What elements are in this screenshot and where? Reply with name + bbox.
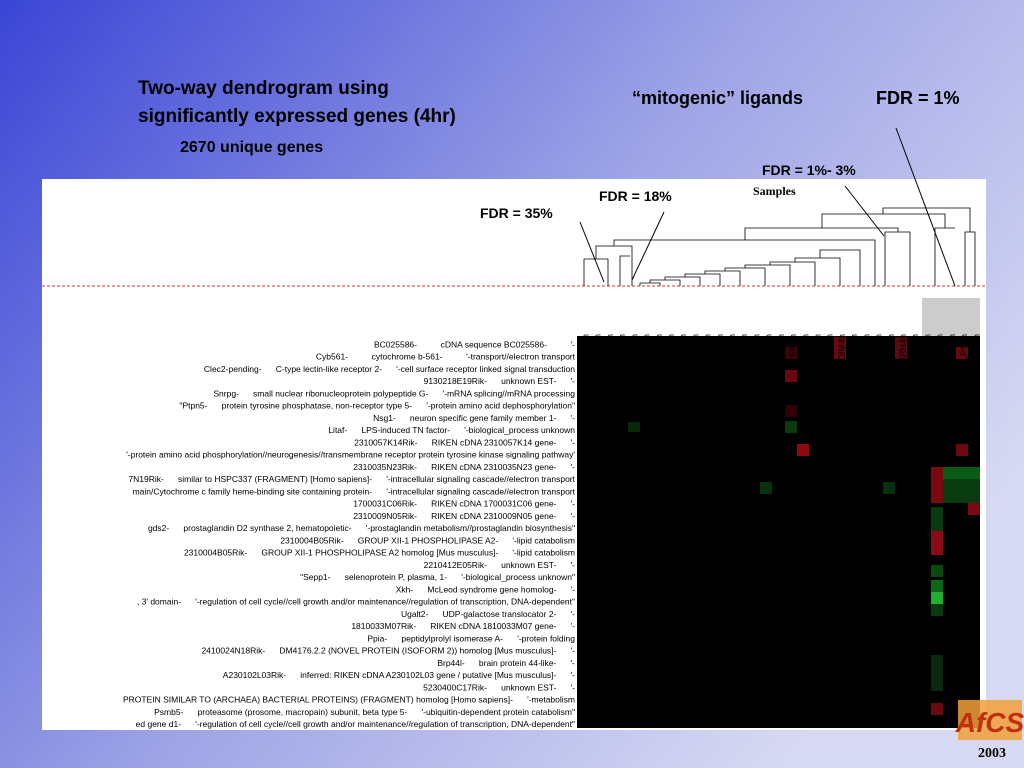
subtitle: 2670 unique genes	[180, 139, 323, 156]
gene-label: "Ptpn5- protein tyrosine phosphatase, no…	[179, 401, 575, 411]
gene-label: 2310004B05Rik- GROUP XII-1 PHOSPHOLIPASE…	[184, 548, 575, 558]
gene-labels: BC025586- cDNA sequence BC025586- '- Cyb5…	[123, 339, 576, 729]
sample-label: PAF4h	[874, 334, 884, 361]
sample-label: M3A4h	[593, 334, 603, 363]
gene-label: Xkh- McLeod syndrome gene homolog- '-	[396, 584, 575, 594]
sample-label: CPG4h	[922, 334, 932, 364]
sample-label: I104h	[727, 334, 737, 357]
gene-label: Ugalt2- UDP-galactose translocator 2- '-	[401, 609, 575, 619]
sample-label: CGS4h	[886, 334, 896, 364]
gene-label: Snrpg- small nuclear ribonucleoprotein p…	[213, 388, 575, 398]
gene-label: main/Cytochrome c family heme-binding si…	[133, 486, 576, 496]
sample-label: NPY4h	[617, 334, 627, 363]
sample-label: IFB4h	[910, 334, 920, 358]
gene-label: 2310057K14Rik- RIKEN cDNA 2310057K14 gen…	[354, 437, 575, 447]
gene-label: 2310009N05Rik- RIKEN cDNA 2310009N05 gen…	[353, 511, 575, 521]
annotation: FDR = 1%- 3%	[762, 162, 856, 178]
title-line: Two-way dendrogram using	[138, 78, 389, 99]
annotation: FDR = 35%	[480, 205, 553, 221]
gene-label: ed gene d1- '-regulation of cell cycle//…	[136, 719, 575, 729]
gene-label: Psmb5- proteasome (prosome, macropain) s…	[154, 707, 575, 717]
heatmap-cells	[628, 337, 980, 715]
gene-label: 7N19Rik- similar to HSPC337 (FRAGMENT) […	[128, 474, 575, 484]
gene-label: gds2- prostaglandin D2 synthase 2, hemat…	[148, 523, 575, 533]
gene-label: Brp44l- brain protein 44-like- '-	[437, 658, 575, 668]
sample-label: IGF4h	[825, 334, 835, 359]
gene-label: Clec2-pending- C-type lectin-like recept…	[204, 364, 575, 374]
sample-label: I104h	[935, 334, 945, 357]
gene-label: "Sepp1- selenoprotein P, plasma, 1- '-bi…	[300, 572, 575, 582]
annotation: FDR = 1%	[876, 88, 960, 108]
sample-label: BOM4h	[605, 334, 615, 365]
sample-label: 70L4h	[861, 334, 871, 359]
sample-label: ELC4h	[800, 334, 810, 362]
samples-label: Samples	[753, 184, 796, 198]
sample-label: TER4h	[788, 334, 798, 362]
gene-label: 2310004B05Rik- GROUP XII-1 PHOSPHOLIPASE…	[280, 535, 575, 545]
annotation: “mitogenic” ligands	[632, 88, 803, 108]
sample-label: FML4h	[813, 334, 823, 362]
gene-label: A230102L03Rik- inferred: RIKEN cDNA A230…	[223, 670, 575, 680]
gene-label: 9130218E19Rik- unknown EST- '-	[424, 376, 576, 386]
gene-label: 2410024N18Rik- DM4176.2.2 (NOVEL PROTEIN…	[201, 646, 575, 656]
sample-label: NEB4h	[703, 334, 713, 363]
dendrogram	[583, 207, 976, 286]
sample-label: NGF4h	[715, 334, 725, 363]
sample-label: LB44h	[751, 334, 761, 360]
gene-label: 2210412E05Rik- unknown EST- '-	[424, 560, 576, 570]
sample-label: LPA4h	[849, 334, 859, 360]
logo: AfCS	[955, 700, 1024, 740]
gene-label: 1700031C06Rik- RIKEN cDNA 1700031C06 gen…	[353, 499, 575, 509]
sample-label: IFG4h	[654, 334, 664, 359]
sample-label: PGE4h	[764, 334, 774, 363]
sample-label: SLC4h	[642, 334, 652, 362]
sample-label: S1P4h	[776, 334, 786, 361]
sample-label: 40L4h	[971, 334, 981, 359]
sample-label: BLC4h	[666, 334, 676, 362]
sample-label: AIG4h	[947, 334, 957, 360]
sample-label: GRH4h	[898, 334, 908, 364]
gene-label: BC025586- cDNA sequence BC025586- '-	[374, 339, 575, 349]
gene-label: , 3' domain- '-regulation of cell cycle/…	[137, 597, 575, 607]
label-highlight	[922, 298, 980, 336]
logo-text: AfCS	[955, 707, 1024, 738]
gene-label: PROTEIN SIMILAR TO (ARCHAEA) BACTERIAL P…	[123, 695, 575, 705]
sample-labels: TGF4h M3A4h BOM4h NPY4h 2MA4h SLC4h IFG4h BLC4h…	[580, 334, 981, 365]
gene-label: Litaf- LPS-induced TN factor- '-biologic…	[328, 425, 575, 435]
gene-label: 5230400C17Rik- unknown EST- '-	[423, 682, 575, 692]
sample-label: BAF4h	[739, 334, 749, 362]
year: 2003	[978, 746, 1006, 761]
gene-label: '-protein amino acid phosphorylation//ne…	[126, 450, 575, 460]
gene-label: 2310035N23Rik- RIKEN cDNA 2310035N23 gen…	[353, 462, 575, 472]
gene-label: Nsg1- neuron specific gene family member…	[373, 413, 575, 423]
annotation: FDR = 18%	[599, 188, 672, 204]
sample-label: LPS4h	[959, 334, 969, 361]
sample-label: DIM4h	[837, 334, 847, 361]
sample-label: SDF4h	[690, 334, 700, 362]
sample-label: TNF4h	[678, 334, 688, 362]
gene-label: Cyb561- cytochrome b-561- '-transport//e…	[316, 352, 576, 362]
title-line: significantly expressed genes (4hr)	[138, 106, 456, 127]
sample-label: TGF4h	[580, 334, 590, 362]
gene-label: Ppia- peptidylprolyl isomerase A- '-prot…	[367, 633, 575, 643]
sample-label: 2MA4h	[629, 334, 639, 363]
arrows	[579, 127, 956, 287]
heatmap	[577, 336, 980, 728]
gene-label: 1810033M07Rik- RIKEN cDNA 1810033M07 gen…	[351, 621, 575, 631]
